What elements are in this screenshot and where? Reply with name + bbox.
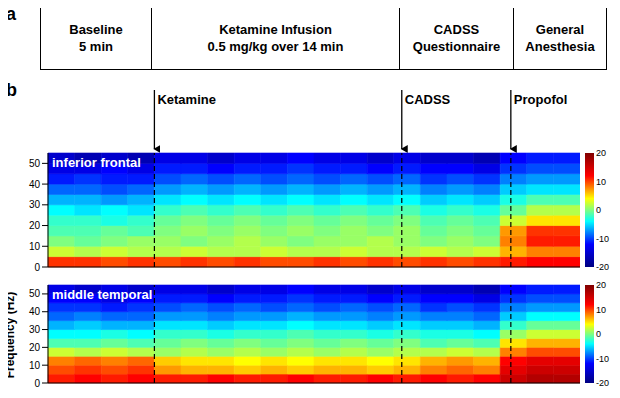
svg-text:0: 0	[34, 262, 40, 273]
html-text:Questionnaire: Questionnaire	[412, 39, 501, 54]
html-text:a: a	[6, 4, 16, 24]
html-text:-10: -10	[596, 353, 609, 364]
html-text:Baseline: Baseline	[69, 22, 123, 37]
html-text:0: 0	[596, 205, 601, 215]
svg-text:20: 20	[29, 342, 41, 353]
html-text:Frequency (Hz): Frequency (Hz)	[3, 291, 17, 379]
svg-text:CADSS: CADSS	[405, 92, 451, 107]
svg-text:10: 10	[29, 241, 41, 252]
html-text:0: 0	[596, 329, 601, 339]
svg-text:40: 40	[29, 179, 41, 190]
html-text:-20: -20	[596, 378, 609, 388]
html-text:-10: -10	[596, 233, 609, 244]
svg-text:20: 20	[29, 220, 41, 231]
svg-text:30: 30	[29, 324, 41, 335]
html-text:middle temporal: middle temporal	[52, 287, 153, 302]
svg-text:10: 10	[29, 360, 41, 371]
html-text:inferior frontal: inferior frontal	[52, 155, 141, 170]
svg-text:0: 0	[34, 378, 40, 389]
html-text:-20: -20	[596, 262, 609, 272]
svg-text:50: 50	[29, 158, 41, 169]
html-text:10: 10	[596, 176, 606, 187]
html-text:b: b	[6, 80, 17, 100]
html-text:5 min: 5 min	[79, 39, 113, 54]
svg-text:40: 40	[29, 306, 41, 317]
html-text:20: 20	[596, 148, 606, 158]
svg-text:Ketamine: Ketamine	[157, 92, 216, 107]
html-text:General: General	[535, 22, 585, 37]
svg-text:30: 30	[29, 199, 41, 210]
svg-text:50: 50	[29, 288, 41, 299]
html-text:20: 20	[596, 280, 606, 290]
svg-text:Propofol: Propofol	[514, 92, 567, 107]
html-text:Anesthesia: Anesthesia	[525, 39, 595, 54]
html-text:CADSS: CADSS	[433, 22, 480, 37]
html-text:0.5 mg/kg over 14 min: 0.5 mg/kg over 14 min	[207, 39, 344, 54]
html-text:Ketamine Infusion: Ketamine Infusion	[219, 22, 332, 37]
html-text:10: 10	[596, 304, 606, 315]
